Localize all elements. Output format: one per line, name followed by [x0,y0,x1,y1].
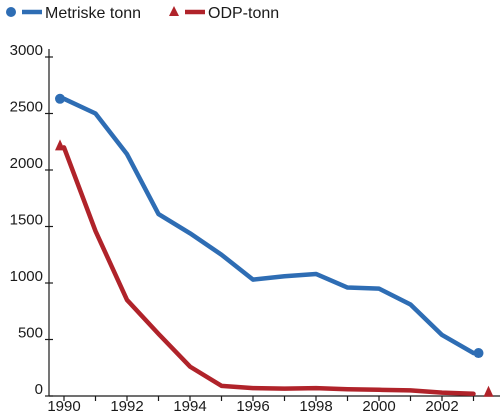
axes: 0 500 1000 1500 2000 2500 3000 1990 1992 1994 1996… [10,42,500,413]
y-tick-label: 500 [18,325,43,342]
y-tick-label: 0 [35,381,43,398]
legend-label: Metriske tonn [45,5,141,22]
legend-label: ODP-tonn [208,5,279,22]
y-tick-label: 3000 [10,42,43,59]
series-0-end-marker [473,348,484,359]
series-line-0 [61,96,476,356]
series-line-1 [61,145,476,396]
y-tick-label: 2000 [10,155,43,172]
series-0-start-marker [55,93,65,104]
series-layer [55,93,494,397]
series-1-start-marker [55,139,65,151]
x-tick-label: 1998 [299,398,332,413]
x-tick-label: 1992 [110,398,143,413]
x-tick-label: 1996 [236,398,269,413]
legend-marker-circle [6,7,16,17]
x-tick-label: 1994 [173,398,206,413]
legend: Metriske tonn ODP-tonn [6,5,279,22]
series-1-end-marker [483,385,494,397]
x-tick-label: 1990 [47,398,80,413]
x-tick-label: 2000 [362,398,395,413]
x-tick-label: 2002 [425,398,458,413]
y-tick-label: 1000 [10,268,43,285]
y-tick-label: 2500 [10,99,43,116]
y-tick-label: 1500 [10,212,43,229]
legend-marker-triangle [169,6,179,16]
